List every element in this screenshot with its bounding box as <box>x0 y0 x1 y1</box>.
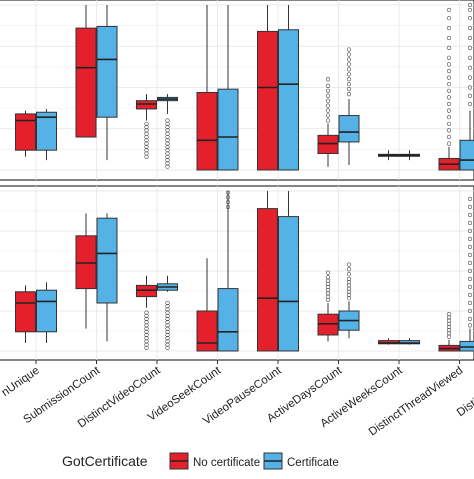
box-body <box>218 289 238 351</box>
panels-layer <box>0 0 474 360</box>
legend: GotCertificate No certificate Certificate <box>62 453 339 469</box>
box-body <box>318 314 338 335</box>
box-body <box>137 101 157 109</box>
box-body <box>258 31 278 170</box>
box-body <box>197 311 217 351</box>
x-tick-labels: nUniqueSubmissionCountDistinctVideoCount… <box>0 360 474 439</box>
panel-top <box>0 0 474 180</box>
box-body <box>318 135 338 153</box>
legend-entry-certificate: Certificate <box>264 453 339 469</box>
box-body <box>258 209 278 351</box>
box-VideoPauseCount <box>279 5 299 170</box>
box-body <box>197 92 217 170</box>
legend-entry-no-certificate: No certificate <box>170 453 260 469</box>
box-body <box>460 140 474 170</box>
box-body <box>76 28 96 137</box>
box-body <box>279 217 299 351</box>
box-VideoPauseCount <box>258 191 278 351</box>
box-body <box>16 114 36 150</box>
box-body <box>339 116 359 142</box>
box-body <box>97 26 117 117</box>
box-body <box>16 292 36 332</box>
panel-bottom <box>0 186 474 360</box>
legend-label: Certificate <box>287 457 339 469</box>
legend-label: No certificate <box>193 457 260 469</box>
box-nUnique <box>16 111 36 157</box>
box-body <box>37 290 57 332</box>
x-tick-label-nUnique: nUnique <box>0 365 42 399</box>
box-body <box>218 89 238 170</box>
box-body <box>279 30 299 170</box>
legend-title: GotCertificate <box>62 453 148 469</box>
box-body <box>97 218 117 303</box>
